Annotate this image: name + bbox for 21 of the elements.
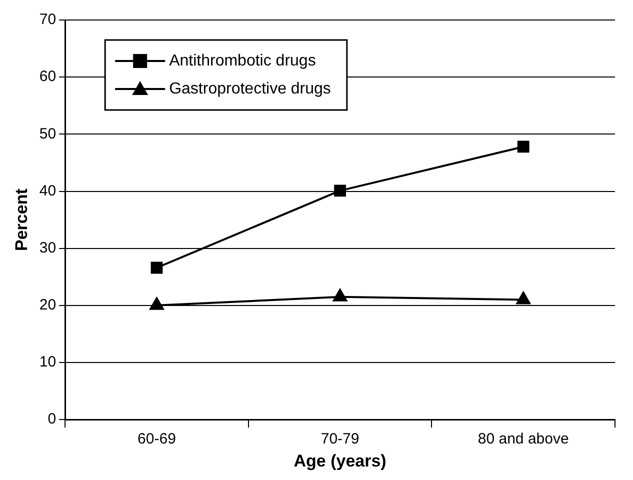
y-tick-label: 30	[39, 239, 56, 256]
y-tick-label: 50	[39, 125, 56, 142]
y-tick-label: 60	[39, 68, 56, 86]
y-tick-label: 0	[48, 410, 56, 428]
point	[334, 184, 346, 197]
y-axis-title: Percent	[12, 188, 31, 251]
point	[516, 292, 530, 304]
x-tick-label: 80 and above	[478, 430, 569, 448]
y-tick-label: 70	[39, 11, 56, 28]
x-tick-label: 60-69	[138, 430, 176, 448]
point	[517, 140, 530, 153]
x-axis-title: Age (years)	[294, 451, 386, 470]
y-tick-label: 10	[39, 354, 56, 371]
point	[150, 262, 163, 274]
y-tick-label: 40	[39, 182, 56, 200]
y-tick-label: 20	[39, 296, 56, 314]
x-tick-label: 70-79	[320, 430, 360, 448]
legend-label: Antithrombotic drugs	[169, 52, 316, 70]
point	[332, 288, 348, 302]
point	[150, 297, 164, 310]
legend-label: Gastroprotective drugs	[169, 80, 331, 98]
